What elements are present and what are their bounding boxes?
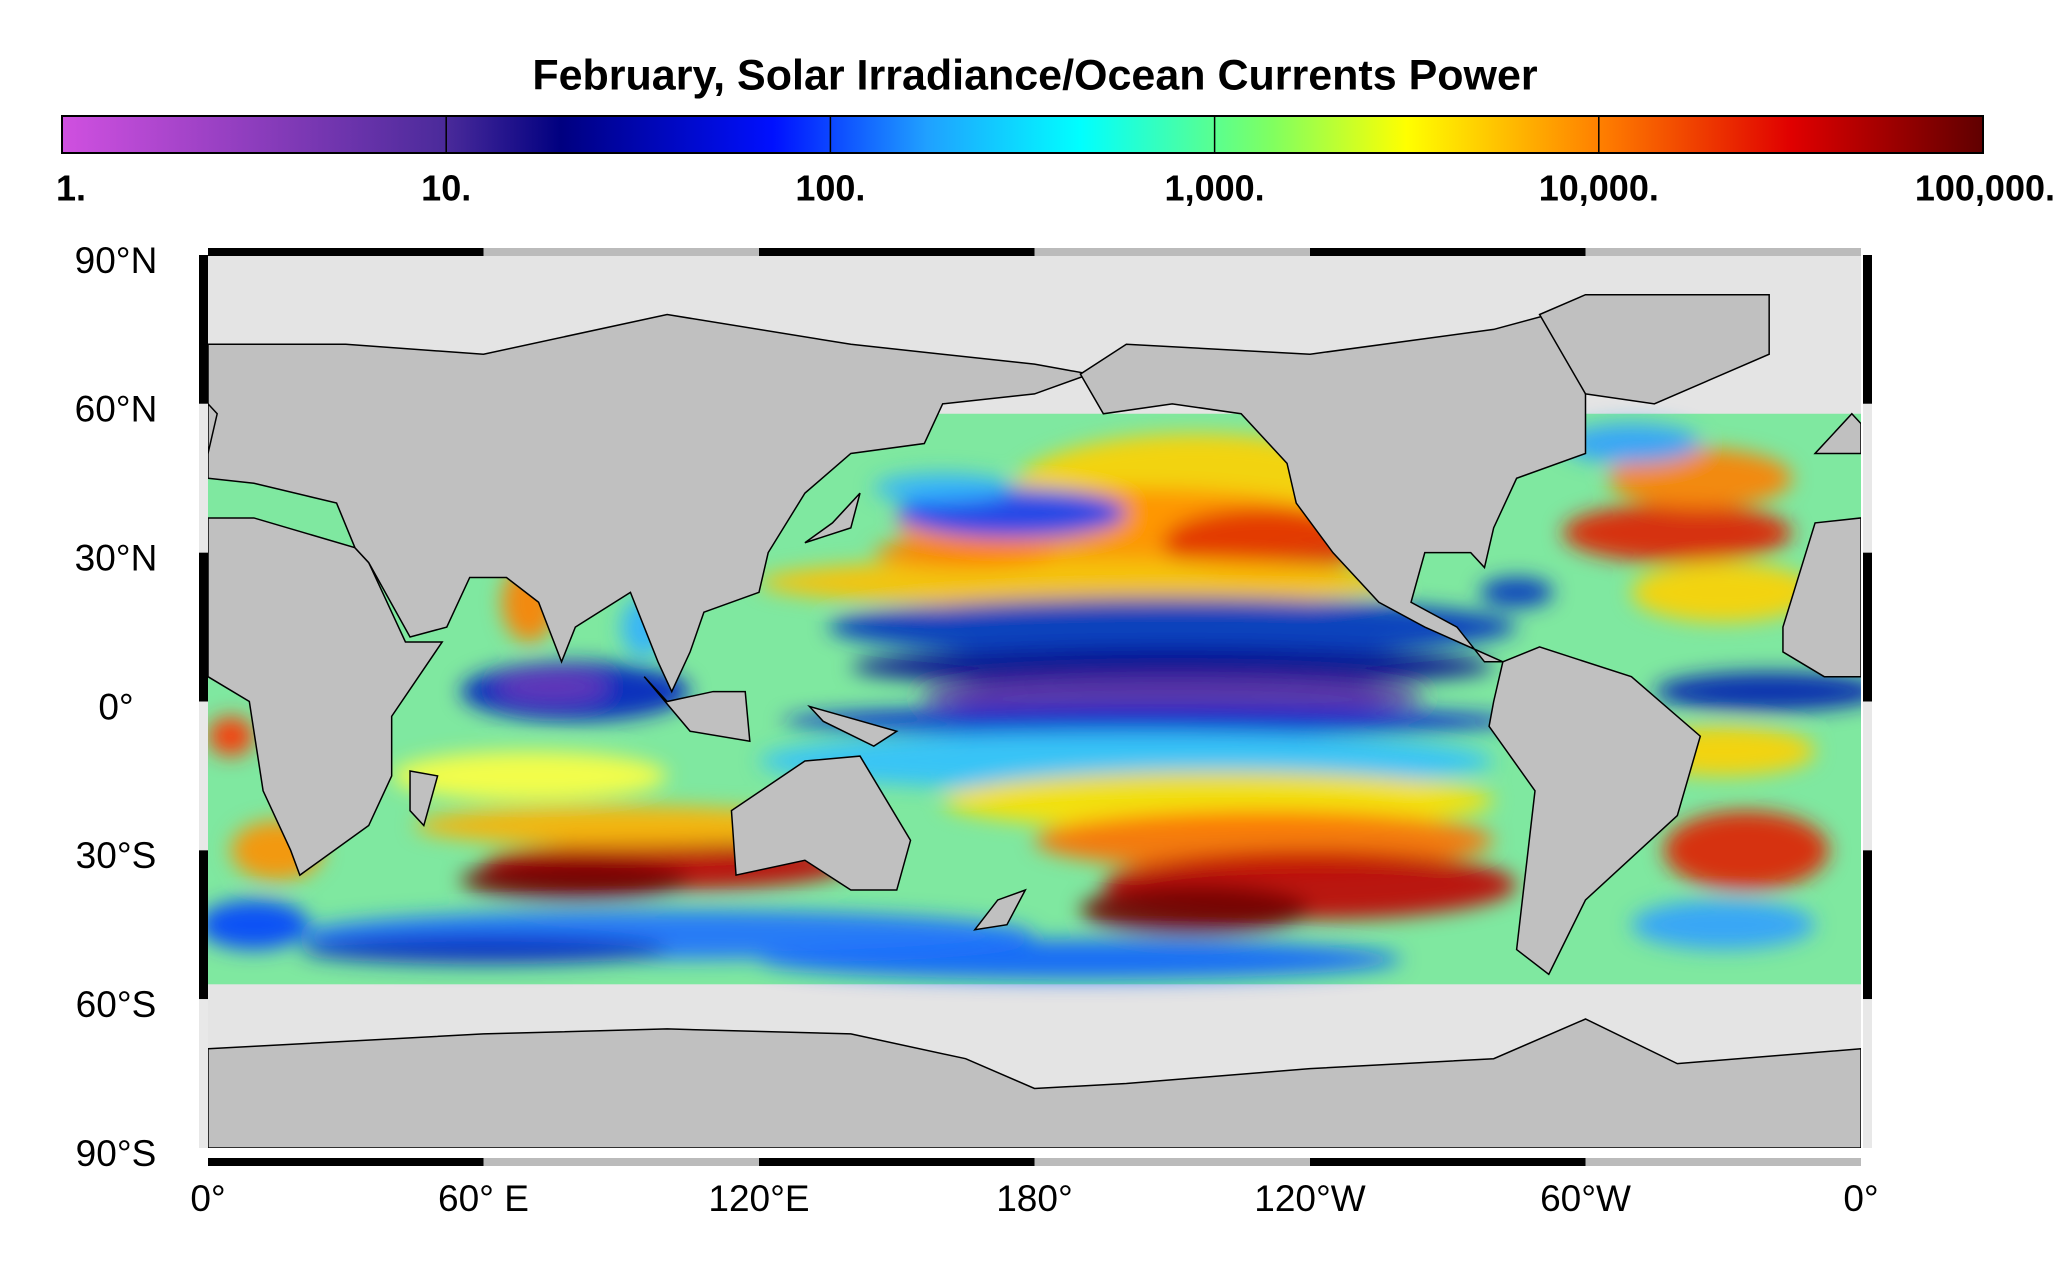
land [1782, 517, 1861, 678]
land [208, 1018, 1861, 1148]
land [1538, 293, 1770, 405]
ocean-blob [1562, 423, 1701, 464]
frame-segment [1863, 552, 1872, 702]
x-tick-label: 60°W [1540, 1178, 1631, 1219]
ocean-blob [1654, 671, 1861, 712]
y-tick-label: 90°N [75, 240, 158, 281]
frame-segment [199, 403, 208, 553]
ocean-blobs [208, 423, 1861, 980]
frame-segment [483, 1158, 759, 1166]
ocean-blob [1663, 810, 1829, 891]
frame-segment [1585, 248, 1861, 256]
y-tick-label: 0° [98, 686, 133, 727]
x-tick-label: 0° [190, 1178, 225, 1219]
colorbar-tick-label: 10. [421, 168, 471, 209]
map-title: February, Solar Irradiance/Ocean Current… [532, 51, 1538, 99]
ocean-blob [391, 751, 668, 801]
land [208, 402, 219, 454]
ocean-blob [208, 716, 254, 757]
frame-segment [1863, 403, 1872, 553]
ocean-blob [850, 646, 1494, 687]
land [730, 755, 912, 891]
frame-segment [208, 1158, 484, 1166]
ocean-blob [1631, 562, 1816, 623]
y-tick-label: 60°S [76, 984, 157, 1025]
colorbar-tick-label: 1. [56, 168, 86, 209]
ocean-blob [414, 805, 828, 846]
frame-segment [759, 1158, 1035, 1166]
land [409, 770, 439, 828]
y-tick-label: 60°N [75, 389, 158, 430]
map [208, 255, 1861, 1148]
land [1813, 412, 1861, 455]
frame-segment [1034, 248, 1310, 256]
frame-segment [208, 248, 484, 256]
ocean-blob [1479, 577, 1554, 608]
ocean-blob [1631, 899, 1816, 950]
colorbar-tick-label: 100,000. [1915, 168, 2055, 209]
frame-segment [199, 999, 208, 1148]
colorbar-tick-label: 1,000. [1165, 168, 1265, 209]
ocean-blob [1608, 448, 1793, 509]
frame-segment [199, 255, 208, 404]
ocean-blob [919, 676, 1425, 717]
colorbar-tick-label: 10,000. [1539, 168, 1659, 209]
ocean-blob [460, 860, 691, 900]
frame-segment [1863, 850, 1872, 1000]
land [1488, 646, 1702, 976]
y-tick-label: 30°S [76, 835, 157, 876]
frame-segment [199, 850, 208, 1000]
ocean-blob [1562, 503, 1793, 563]
ocean-blob [299, 934, 668, 965]
frame-segment [1310, 248, 1586, 256]
ocean-blob [827, 597, 1517, 657]
ocean-blob [873, 473, 1012, 504]
land [807, 705, 899, 748]
frame-segment [199, 552, 208, 702]
ocean-blob [1080, 885, 1311, 935]
frame-segment [1034, 1158, 1310, 1166]
frame-segment [483, 248, 759, 256]
frame-segment [1863, 701, 1872, 851]
x-tick-label: 0° [1843, 1178, 1878, 1219]
y-tick-label: 90°S [76, 1133, 157, 1174]
land [643, 676, 751, 743]
x-tick-label: 60° E [438, 1178, 529, 1219]
land [208, 313, 1093, 694]
ocean-blob [208, 899, 310, 950]
x-tick-label: 120°W [1254, 1178, 1366, 1219]
frame-segment [759, 248, 1035, 256]
ocean-blob [781, 706, 1517, 737]
land [804, 492, 861, 544]
y-tick-label: 30°N [75, 537, 158, 578]
colorbar-tick-label: 100. [795, 168, 865, 209]
x-tick-label: 180° [996, 1178, 1073, 1219]
frame-segment [1863, 255, 1872, 404]
frame-segment [199, 701, 208, 851]
ocean-blob [497, 671, 608, 702]
frame-segment [1863, 999, 1872, 1148]
colorbar [61, 115, 1984, 154]
ocean-blob [759, 557, 1402, 608]
frame-segment [1585, 1158, 1861, 1166]
land [973, 888, 1027, 931]
x-tick-label: 120°E [708, 1178, 809, 1219]
frame-segment [1310, 1158, 1586, 1166]
ocean-blob [873, 537, 1058, 568]
